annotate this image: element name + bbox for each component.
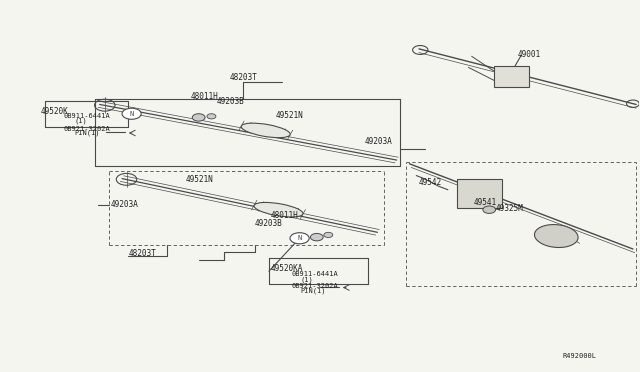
Text: 49521N: 49521N	[186, 175, 214, 184]
Text: 49203A: 49203A	[365, 137, 392, 146]
Text: 49541: 49541	[473, 198, 497, 207]
Text: 48203T: 48203T	[230, 73, 257, 82]
Text: 0B921-3202A: 0B921-3202A	[291, 283, 338, 289]
Circle shape	[192, 114, 205, 121]
Circle shape	[310, 234, 323, 241]
Text: R492000L: R492000L	[563, 353, 596, 359]
Text: (1): (1)	[74, 118, 87, 124]
Text: 48203T: 48203T	[129, 249, 156, 258]
Text: PIN(1): PIN(1)	[301, 288, 326, 294]
Text: PIN(1): PIN(1)	[74, 130, 100, 136]
Text: 0B911-6441A: 0B911-6441A	[291, 271, 338, 277]
Text: 49520KA: 49520KA	[270, 264, 303, 273]
Ellipse shape	[254, 202, 303, 217]
Text: 49520K: 49520K	[41, 108, 68, 116]
Text: 49001: 49001	[518, 50, 541, 59]
Circle shape	[122, 108, 141, 119]
Text: 49325M: 49325M	[495, 204, 524, 213]
Text: 48011H: 48011H	[270, 211, 298, 220]
Text: 0B921-3202A: 0B921-3202A	[63, 126, 110, 132]
Text: 49203A: 49203A	[111, 200, 138, 209]
Text: 49203B: 49203B	[216, 97, 244, 106]
FancyBboxPatch shape	[494, 67, 529, 87]
Text: N: N	[129, 111, 134, 117]
Text: 49521N: 49521N	[275, 111, 303, 120]
FancyBboxPatch shape	[458, 179, 502, 208]
Circle shape	[290, 233, 309, 244]
Ellipse shape	[534, 225, 578, 247]
Text: N: N	[298, 235, 301, 241]
Circle shape	[324, 232, 333, 237]
Text: 49203B: 49203B	[255, 219, 283, 228]
Text: 48011H: 48011H	[191, 92, 219, 101]
Text: 0B911-6441A: 0B911-6441A	[63, 113, 110, 119]
Ellipse shape	[241, 123, 290, 138]
Text: 49542: 49542	[419, 178, 442, 187]
Circle shape	[207, 114, 216, 119]
Circle shape	[483, 206, 495, 214]
Text: (1): (1)	[301, 276, 314, 283]
